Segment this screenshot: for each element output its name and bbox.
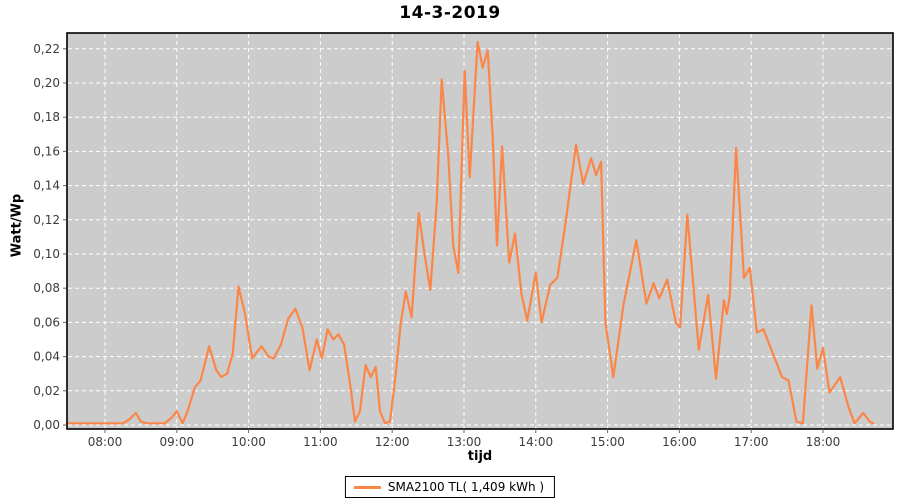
y-tick-label: 0,02 [33,384,60,398]
plot-area: 0,00 0,02 0,04 0,06 0,08 0,10 0,12 0,14 0,16 0,18… [33,32,894,449]
x-tick-label: 15:00 [590,435,625,449]
y-tick-label: 0,10 [33,247,60,261]
x-tick-label: 16:00 [662,435,697,449]
y-tick-label: 0,08 [33,281,60,295]
legend-line-swatch [353,485,381,489]
y-tick-label: 0,22 [33,42,60,56]
y-tick-label: 0,16 [33,144,60,158]
x-tick-label: 17:00 [734,435,769,449]
x-tick-label: 11:00 [303,435,338,449]
y-tick-label: 0,00 [33,418,60,432]
x-tick-label: 08:00 [88,435,123,449]
plot-background [67,33,893,429]
x-tick-label: 12:00 [375,435,410,449]
x-tick-label: 10:00 [231,435,266,449]
y-tick-label: 0,14 [33,179,60,193]
legend-label: SMA2100 TL( 1,409 kWh ) [387,480,545,494]
x-tick-label: 09:00 [160,435,195,449]
y-tick-label: 0,04 [33,350,60,364]
x-axis-title: tijd [467,449,493,464]
series-line [65,40,875,425]
x-tick-label: 14:00 [519,435,554,449]
y-tick-label: 0,20 [33,76,60,90]
plot-border [66,32,894,430]
chart-title: 14-3-2019 [399,3,501,23]
y-tick-label: 0,06 [33,315,60,329]
x-tick-label: 18:00 [806,435,841,449]
y-tick-label: 0,18 [33,110,60,124]
x-tick-label: 13:00 [447,435,482,449]
legend: SMA2100 TL( 1,409 kWh ) [344,476,556,498]
y-tick-label: 0,12 [33,213,60,227]
